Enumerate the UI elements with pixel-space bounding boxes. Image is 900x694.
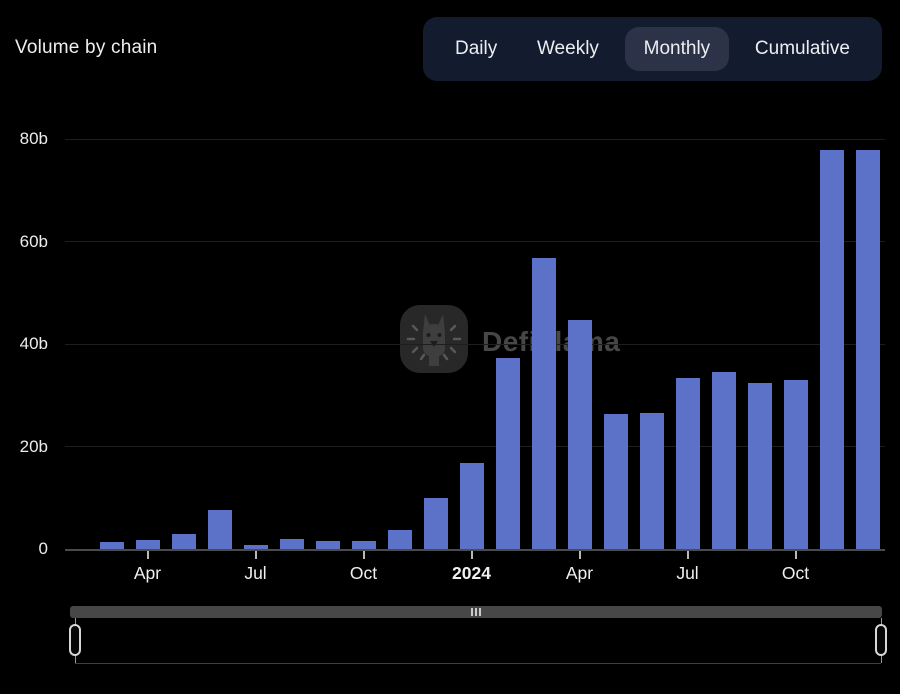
gridline [65,138,885,140]
bar[interactable] [459,462,484,549]
tab-weekly[interactable]: Weekly [536,38,599,59]
x-axis-tick [794,551,797,559]
x-axis-label: Jul [244,563,267,583]
watermark: DefiLlama [399,304,620,379]
bar[interactable] [171,534,196,549]
bar[interactable] [747,382,772,549]
drag-grip-icon [471,608,481,616]
x-axis-tick [362,551,365,559]
bar[interactable] [207,510,232,549]
brush-right-handle[interactable] [875,624,887,656]
bar[interactable] [531,258,556,549]
bar[interactable] [315,541,340,549]
y-axis-label: 40b [19,334,48,353]
x-axis-label: Apr [565,563,594,583]
gridline [65,241,885,242]
bar[interactable] [135,540,160,549]
x-axis-tick [578,551,581,559]
x-axis-tick [146,551,149,559]
time-range-tabs: Daily Weekly Monthly Cumulative [423,17,882,81]
bar[interactable] [711,371,736,549]
y-axis-label: 20b [19,436,48,456]
gridline [65,343,885,345]
zoom-brush [0,595,900,685]
x-axis-tick [254,551,257,559]
bar[interactable] [567,319,592,549]
gridline [65,446,885,447]
bar[interactable] [783,379,808,549]
x-axis-tick [686,551,689,559]
tab-cumulative[interactable]: Cumulative [754,38,850,59]
x-axis-label: Oct [781,563,810,583]
bar[interactable] [351,540,376,549]
bar[interactable] [243,545,268,549]
brush-move-bar[interactable] [70,606,882,618]
brush-left-handle[interactable] [69,624,81,656]
x-axis-label: Oct [349,563,378,583]
x-axis-tick [470,551,473,559]
x-axis-label: Apr [133,563,162,583]
y-axis-label: 60b [19,231,48,251]
tab-daily[interactable]: Daily [455,38,498,59]
defillama-logo-icon [399,304,469,379]
bar[interactable] [603,414,628,549]
x-axis-label: 2024 [452,563,491,583]
page-title: Volume by chain [15,37,158,58]
bar[interactable] [855,150,880,549]
bar[interactable] [423,498,448,549]
bar[interactable] [495,357,520,549]
bar[interactable] [279,539,304,549]
bar[interactable] [99,541,124,549]
bar[interactable] [639,413,664,549]
y-axis-label: 80b [19,129,48,148]
bar[interactable] [819,149,844,549]
brush-selection-window[interactable] [75,618,881,664]
tab-monthly[interactable]: Monthly [624,27,730,71]
bar[interactable] [387,530,412,549]
x-axis-label: Jul [676,563,699,583]
x-axis-line [65,549,885,551]
bar[interactable] [675,378,700,549]
y-axis-label: 0 [38,539,48,558]
